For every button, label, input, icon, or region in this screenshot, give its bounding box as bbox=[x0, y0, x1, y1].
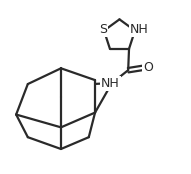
Text: NH: NH bbox=[130, 23, 149, 36]
Text: NH: NH bbox=[101, 77, 120, 90]
Text: S: S bbox=[99, 23, 107, 36]
Text: O: O bbox=[143, 61, 153, 74]
